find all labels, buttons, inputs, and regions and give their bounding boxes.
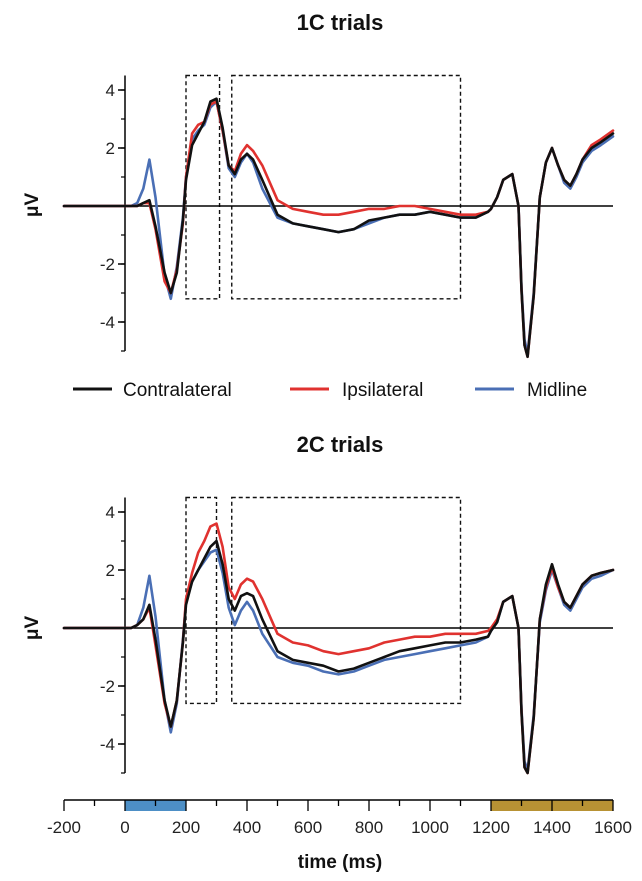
- time-axis-ticks: -200 0 200 400 600 800 1000 1200 1400 1600: [47, 799, 632, 837]
- y-tick-label: 4: [106, 503, 115, 522]
- time-tick-label: -200: [47, 818, 81, 837]
- x-axis-label: time (ms): [298, 852, 382, 873]
- panel-1c-trials: 1C trials μV -4 -2 2 4: [22, 10, 615, 359]
- time-tick-label: 1600: [594, 818, 632, 837]
- time-tick-label: 1400: [533, 818, 571, 837]
- analysis-window: [231, 496, 462, 705]
- legend-label-midline: Midline: [527, 380, 587, 401]
- panel-2c-trials: 2C trials μV -4 -2 2 4: [22, 432, 615, 775]
- y-tick-label: -4: [100, 313, 115, 332]
- analysis-windows: [185, 496, 462, 705]
- time-axis: -200 0 200 400 600 800 1000 1200 1400 1600 time (…: [47, 799, 632, 873]
- series-line-contralateral: [62, 539, 615, 775]
- analysis-window: [185, 496, 218, 705]
- series-line-contralateral: [62, 97, 615, 359]
- time-tick-label: 1200: [472, 818, 510, 837]
- time-tick-label: 800: [355, 818, 383, 837]
- y-tick-label: -2: [100, 255, 115, 274]
- time-tick-label: 0: [120, 818, 129, 837]
- y-tick-label: 4: [106, 81, 115, 100]
- y-tick-label: -2: [100, 677, 115, 696]
- time-tick-label: 400: [233, 818, 261, 837]
- panel-title: 1C trials: [297, 10, 384, 35]
- series-group: [62, 97, 615, 359]
- analysis-windows: [185, 74, 462, 300]
- y-axis-label: μV: [22, 616, 43, 641]
- legend-label-ipsilateral: Ipsilateral: [342, 380, 423, 401]
- time-tick-label: 1000: [411, 818, 449, 837]
- analysis-window: [185, 74, 221, 300]
- panel-title: 2C trials: [297, 432, 384, 457]
- legend-label-contralateral: Contralateral: [123, 380, 232, 401]
- y-axis-label: μV: [22, 193, 43, 218]
- y-tick-label: 2: [106, 561, 115, 580]
- y-tick-label: -4: [100, 735, 115, 754]
- analysis-window: [231, 74, 462, 300]
- time-tick-label: 600: [294, 818, 322, 837]
- series-group: [62, 522, 615, 775]
- axes: -4 -2 2 4: [64, 75, 613, 352]
- y-tick-label: 2: [106, 139, 115, 158]
- legend: Contralateral Ipsilateral Midline: [73, 380, 587, 401]
- time-tick-label: 200: [172, 818, 200, 837]
